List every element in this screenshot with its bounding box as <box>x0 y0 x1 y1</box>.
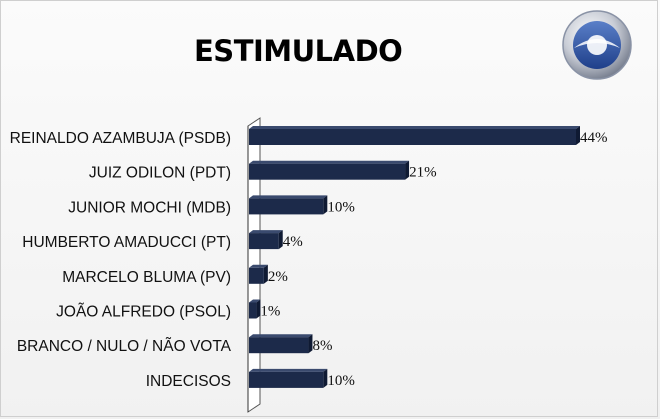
bar <box>249 195 328 215</box>
chart-title: ESTIMULADO <box>194 34 403 68</box>
value-label: 10% <box>327 373 355 389</box>
value-label: 10% <box>327 199 355 215</box>
value-label: 4% <box>283 234 303 250</box>
bar <box>249 264 268 284</box>
value-label: 44% <box>580 130 608 146</box>
category-label: JUIZ ODILON (PDT) <box>89 165 231 182</box>
value-label: 2% <box>268 269 288 285</box>
value-label: 8% <box>312 338 332 354</box>
category-label: INDECISOS <box>146 373 231 390</box>
broadcaster-logo-icon <box>562 10 632 80</box>
category-label: JOÃO ALFREDO (PSOL) <box>56 304 231 321</box>
bar <box>249 126 580 145</box>
value-label: 1% <box>260 304 280 320</box>
bar <box>249 230 283 250</box>
bar <box>249 334 313 354</box>
category-label: MARCELO BLUMA (PV) <box>62 269 231 286</box>
bar <box>249 299 261 319</box>
bar <box>249 368 328 388</box>
category-label: JUNIOR MOCHI (MDB) <box>68 199 231 216</box>
bar <box>249 160 410 180</box>
value-label: 21% <box>409 165 437 181</box>
category-label: BRANCO / NULO / NÃO VOTA <box>17 338 232 355</box>
category-label: REINALDO AZAMBUJA (PSDB) <box>10 130 231 147</box>
category-label: HUMBERTO AMADUCCI (PT) <box>22 234 231 251</box>
